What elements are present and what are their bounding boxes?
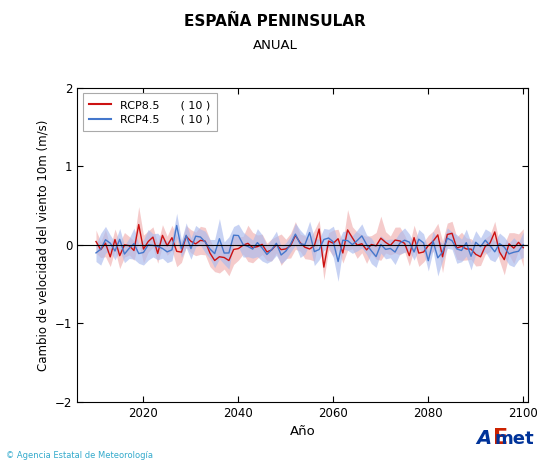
Text: met: met bbox=[494, 430, 534, 448]
X-axis label: Año: Año bbox=[290, 426, 315, 438]
Text: ESPAÑA PENINSULAR: ESPAÑA PENINSULAR bbox=[184, 14, 366, 29]
Legend: RCP8.5      ( 10 ), RCP4.5      ( 10 ): RCP8.5 ( 10 ), RCP4.5 ( 10 ) bbox=[82, 93, 217, 131]
Text: ANUAL: ANUAL bbox=[252, 39, 298, 52]
Y-axis label: Cambio de velocidad del viento 10m (m/s): Cambio de velocidad del viento 10m (m/s) bbox=[36, 119, 49, 371]
Text: A: A bbox=[476, 429, 492, 448]
Text: © Agencia Estatal de Meteorología: © Agencia Estatal de Meteorología bbox=[6, 451, 152, 460]
Text: E: E bbox=[493, 428, 508, 448]
